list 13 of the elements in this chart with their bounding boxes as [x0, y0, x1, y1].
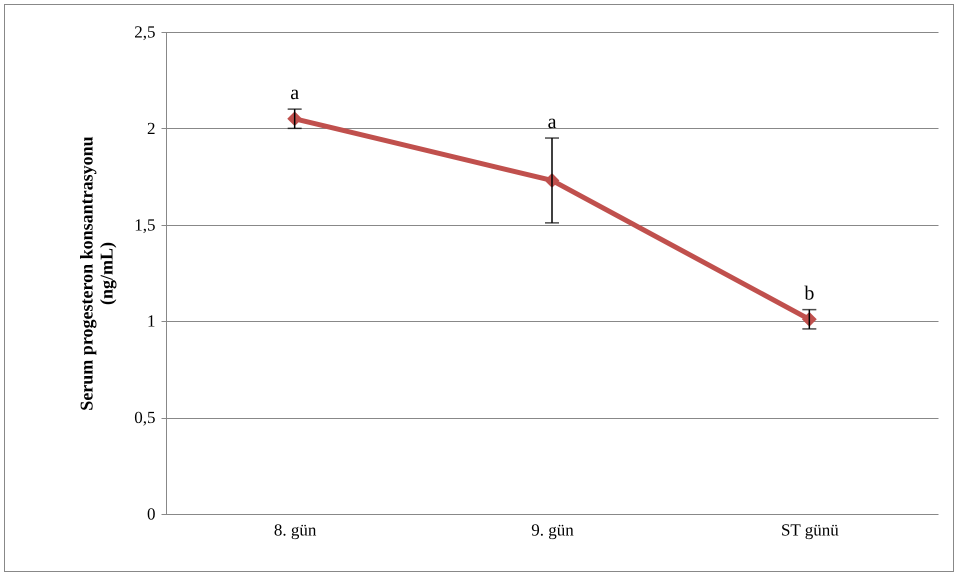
y-tick-label: 0: [147, 504, 156, 524]
annotation: a: [548, 111, 557, 134]
x-tick-label: 8. gün: [274, 520, 317, 540]
y-tick-label: 1,5: [134, 215, 156, 234]
annotation: a: [290, 82, 300, 104]
y-tick-label: 0,5: [134, 408, 156, 428]
x-tick-label: ST günü: [780, 520, 840, 540]
y-tick-label: 1: [147, 312, 156, 331]
y-tick-label: 2: [147, 118, 156, 138]
annotation: b: [804, 282, 814, 305]
y-tick-label: 2,5: [134, 22, 156, 42]
x-tick-label: 9. gün: [531, 520, 574, 540]
y-axis-title: Serum progesteron konsantrasyonu (ng/mL): [76, 136, 116, 411]
